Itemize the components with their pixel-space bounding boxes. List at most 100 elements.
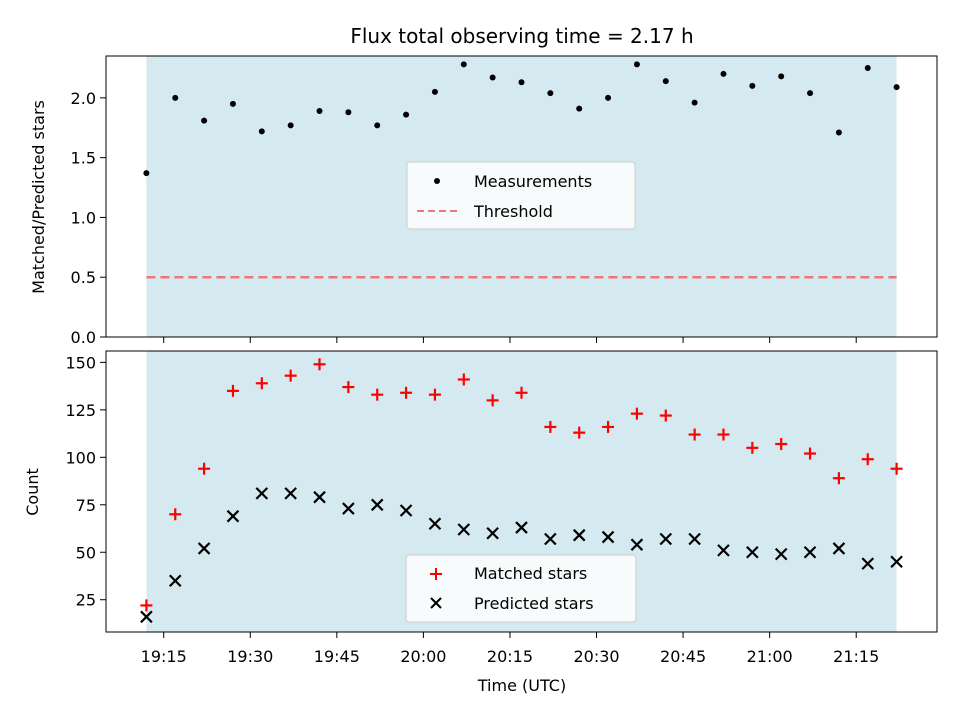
counts-ytick-label: 125	[65, 401, 96, 420]
ratio-ytick-label: 0.5	[71, 268, 96, 287]
predicted-point	[746, 545, 759, 559]
measurement-point	[374, 122, 381, 129]
predicted-point	[803, 545, 817, 559]
measurement-point	[749, 82, 756, 89]
matched-point	[226, 384, 239, 397]
ratio-y-ticks: 0.0 0.5 1.0 1.5 2.0	[71, 89, 106, 347]
predicted-point	[572, 528, 586, 542]
matched-point	[544, 420, 557, 433]
matched-point	[832, 472, 845, 485]
predicted-point	[774, 547, 788, 561]
measurement-point	[547, 90, 554, 97]
measurement-point	[316, 108, 323, 115]
measurement-point	[345, 109, 352, 116]
measurement-point	[201, 117, 208, 124]
matched-point	[255, 377, 268, 390]
measurement-point	[691, 99, 698, 106]
measurement-point	[633, 61, 640, 68]
matched-point	[775, 438, 788, 451]
predicted-point	[399, 504, 413, 517]
ratio-panel-frame	[105, 55, 938, 338]
counts-ytick-label: 75	[76, 496, 96, 515]
ratio-ytick-label: 2.0	[71, 89, 96, 108]
predicted-point	[457, 523, 471, 536]
predicted-point	[659, 532, 673, 546]
counts-xtick-label: 19:45	[314, 647, 360, 666]
predicted-point	[515, 521, 528, 534]
matched-point	[486, 394, 499, 407]
matched-point	[717, 428, 730, 441]
counts-xtick-label: 21:00	[747, 647, 793, 666]
measurement-point	[864, 64, 871, 71]
counts-ytick-label: 50	[76, 543, 96, 562]
counts-xtick-label: 19:30	[227, 647, 273, 666]
matched-point	[371, 388, 384, 401]
counts-panel-frame	[105, 350, 938, 633]
matched-point	[602, 420, 615, 433]
measurement-point	[605, 94, 612, 101]
predicted-point	[861, 557, 875, 570]
matched-point	[400, 386, 413, 399]
matched-point	[804, 447, 817, 460]
measurement-point	[258, 128, 265, 135]
ratio-y-axis-label: Matched/Predicted stars	[29, 100, 48, 294]
ratio-panel: 0.00.51.01.52.0 Matched/Predicted stars …	[29, 55, 938, 347]
matched-point	[313, 358, 326, 371]
ratio-legend: Measurements Threshold	[406, 161, 636, 230]
matched-point	[890, 462, 903, 475]
matched-point	[688, 428, 701, 441]
counts-y-ticks: 25 50 75 100 125 150	[65, 353, 106, 610]
predicted-point	[630, 538, 644, 551]
predicted-point	[342, 502, 355, 515]
ratio-ytick-label: 1.5	[71, 149, 96, 168]
predicted-point	[140, 610, 153, 624]
matched-point	[342, 381, 355, 394]
matched-legend-marker	[430, 568, 442, 580]
matched-point	[457, 373, 470, 386]
matched-point	[746, 441, 759, 454]
predicted-point	[688, 532, 701, 546]
counts-panel: 25 50 75 100 125 150 19:15 19:30 19:45 20:00 20:1…	[23, 350, 938, 695]
ratio-x-ticks	[163, 337, 857, 343]
predicted-legend-marker	[430, 597, 442, 609]
predicted-point	[168, 574, 182, 588]
predicted-point	[226, 509, 240, 523]
matched-point	[140, 599, 153, 612]
measurement-point	[460, 61, 467, 68]
measurement-point	[835, 129, 842, 136]
predicted-point	[197, 542, 211, 555]
counts-xtick-label: 20:45	[660, 647, 706, 666]
measurement-point	[518, 79, 525, 86]
ratio-ytick-label: 0.0	[71, 328, 96, 347]
measurement-point	[807, 90, 814, 97]
chart-title: Flux total observing time = 2.17 h	[350, 24, 693, 48]
matched-point	[284, 369, 297, 382]
measurement-point	[229, 100, 236, 107]
counts-ytick-label: 150	[65, 353, 96, 372]
matched-legend-label: Matched stars	[474, 564, 587, 583]
predicted-point	[486, 526, 499, 540]
matched-point	[428, 388, 441, 401]
measurement-point	[489, 74, 496, 81]
measurement-points	[143, 61, 900, 177]
predicted-point	[313, 490, 326, 504]
predicted-point	[890, 555, 903, 569]
counts-xtick-label: 20:30	[573, 647, 619, 666]
measurement-point	[172, 94, 179, 101]
measurement-point	[143, 170, 150, 177]
predicted-point	[428, 517, 442, 531]
measurement-point	[778, 73, 785, 80]
matched-point	[861, 453, 874, 466]
matched-point	[198, 462, 211, 475]
predicted-point	[284, 487, 297, 500]
ratio-ytick-label: 1.0	[71, 208, 96, 227]
measurement-point	[431, 88, 438, 95]
counts-legend: Matched stars Predicted stars	[405, 554, 637, 623]
predicted-point	[717, 544, 730, 557]
measurement-point	[893, 84, 900, 91]
x-axis-label: Time (UTC)	[477, 676, 566, 695]
counts-legend-box	[405, 554, 637, 623]
predicted-point	[601, 530, 615, 544]
predicted-point	[370, 498, 384, 512]
